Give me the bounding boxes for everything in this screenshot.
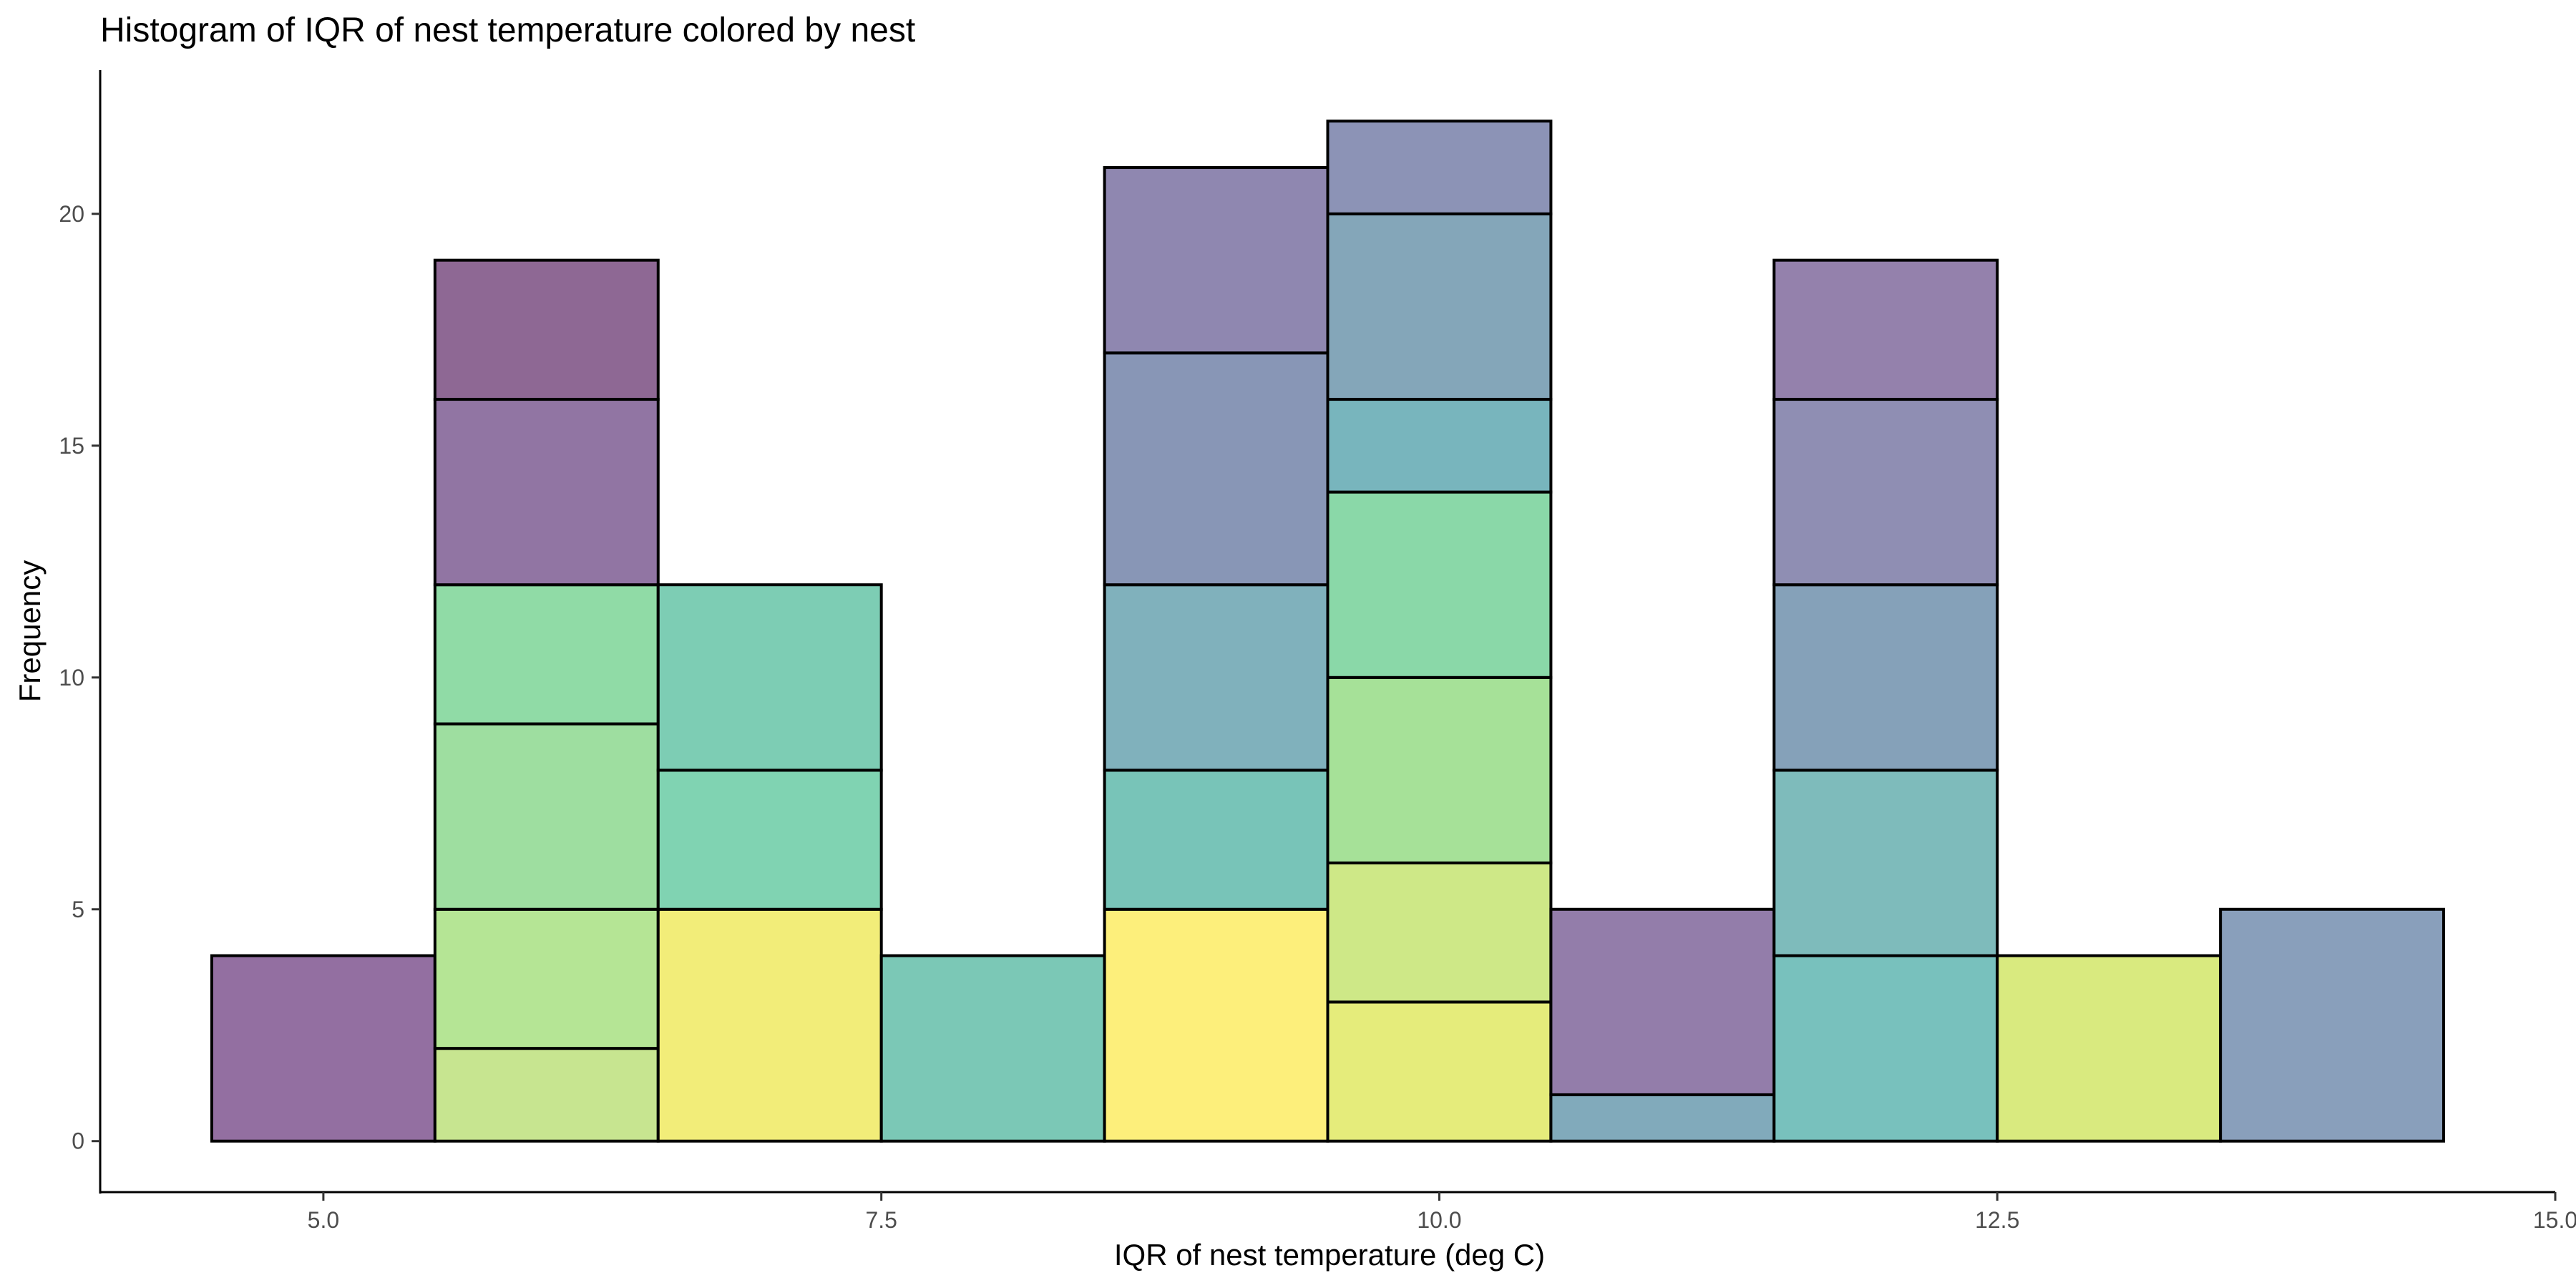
bar-segment — [1326, 212, 1553, 401]
bar-segment — [1772, 769, 1999, 957]
x-tick-label: 10.0 — [1417, 1207, 1461, 1233]
y-axis-ticks: 0 5 10 15 20 — [59, 201, 100, 1154]
bar-segment — [210, 954, 436, 1143]
bar-segment — [1326, 490, 1553, 679]
bar-segment — [879, 954, 1106, 1143]
bar-segment — [433, 258, 660, 401]
histogram-bin — [1103, 166, 1330, 1143]
bar-segment — [1103, 351, 1330, 587]
bar-segment — [1549, 907, 1776, 1096]
histogram-bin — [1996, 954, 2223, 1143]
y-tick-label: 15 — [59, 433, 84, 459]
x-axis-ticks: 5.0 7.5 10.0 12.5 15.0 — [308, 1192, 2576, 1233]
bar-segment — [656, 769, 883, 911]
histogram-bin — [2219, 907, 2446, 1143]
bar-segment — [433, 722, 660, 911]
y-tick-label: 0 — [72, 1128, 84, 1154]
histogram-bin — [210, 954, 436, 1143]
x-tick-label: 12.5 — [1975, 1207, 2019, 1233]
bar-segment — [433, 1047, 660, 1143]
bar-segment — [433, 583, 660, 726]
bar-segment — [656, 907, 883, 1143]
y-tick-label: 5 — [72, 897, 84, 922]
bar-segment — [1326, 675, 1553, 864]
histogram-bin — [1326, 119, 1553, 1143]
x-tick-label: 5.0 — [308, 1207, 339, 1233]
bar-segment — [1772, 258, 1999, 401]
histogram-bin — [879, 954, 1106, 1143]
histogram-bin — [433, 258, 660, 1143]
y-tick-label: 10 — [59, 665, 84, 691]
bar-segment — [1772, 954, 1999, 1143]
histogram-bin — [656, 583, 883, 1143]
x-axis-title: IQR of nest temperature (deg C) — [1114, 1238, 1545, 1272]
y-axis-title: Frequency — [13, 560, 47, 702]
histogram-bars — [210, 119, 2446, 1143]
x-tick-label: 15.0 — [2533, 1207, 2576, 1233]
bar-segment — [1326, 861, 1553, 1004]
bar-segment — [1103, 769, 1330, 911]
histogram-bin — [1549, 907, 1776, 1143]
bar-segment — [1103, 583, 1330, 772]
bar-segment — [1326, 398, 1553, 494]
bar-segment — [1103, 166, 1330, 355]
bar-segment — [1996, 954, 2223, 1143]
bar-segment — [1772, 583, 1999, 772]
bar-segment — [1549, 1093, 1776, 1143]
bar-segment — [433, 398, 660, 587]
bar-segment — [1326, 119, 1553, 215]
bar-segment — [2219, 907, 2446, 1143]
x-tick-label: 7.5 — [865, 1207, 897, 1233]
bar-segment — [1326, 1000, 1553, 1143]
bar-segment — [1772, 398, 1999, 587]
histogram-bin — [1772, 258, 1999, 1143]
bar-segment — [433, 907, 660, 1050]
chart-title: Histogram of IQR of nest temperature col… — [100, 11, 915, 49]
bar-segment — [656, 583, 883, 772]
y-tick-label: 20 — [59, 201, 84, 227]
bar-segment — [1103, 907, 1330, 1143]
